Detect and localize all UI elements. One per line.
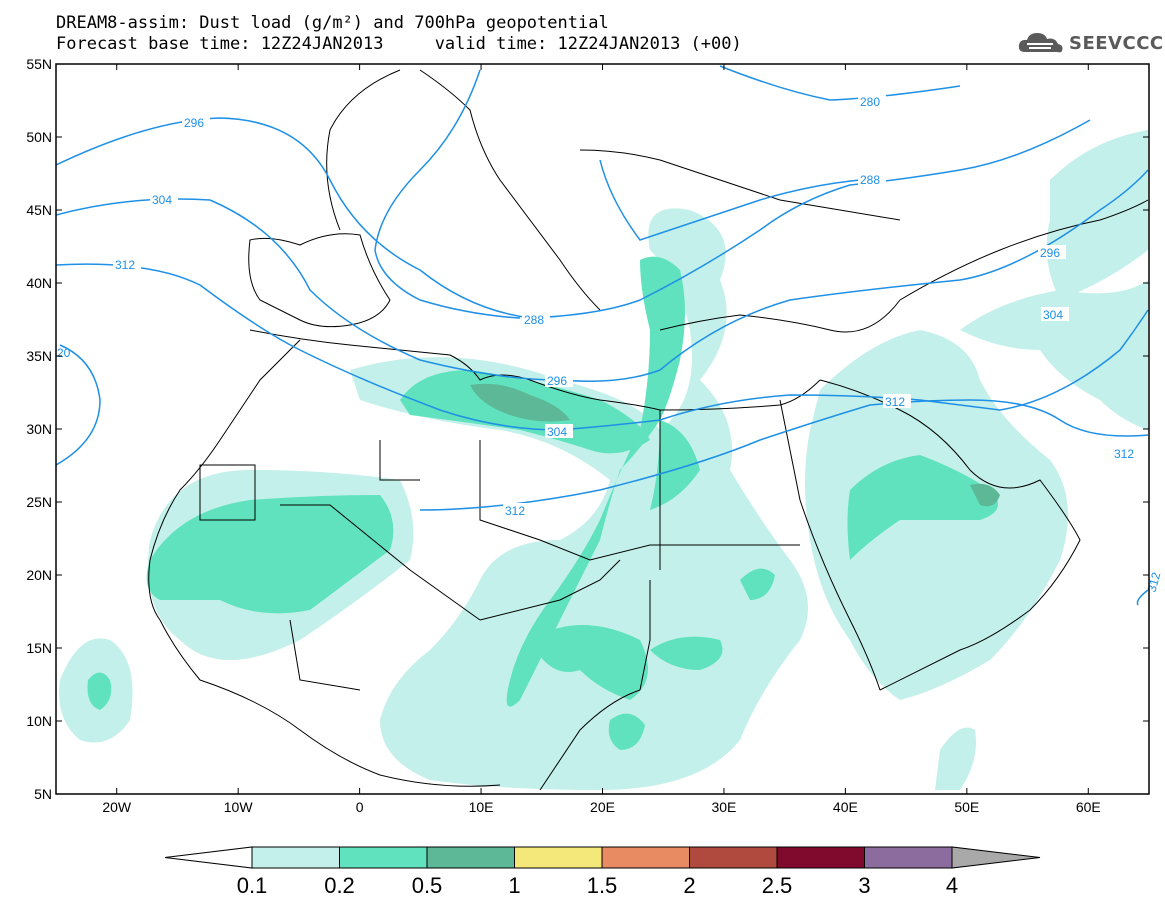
svg-text:296: 296 (184, 116, 204, 130)
lat-tick-label: 35N (26, 348, 52, 364)
svg-text:296: 296 (547, 374, 567, 388)
lon-tick-label: 50E (954, 799, 979, 815)
colorbar-tick-label: 2 (683, 873, 695, 898)
lat-tick-label: 55N (26, 56, 52, 72)
coastlines-and-borders (148, 69, 1149, 791)
lon-tick-label: 20E (590, 799, 615, 815)
colorbar-swatch (251, 846, 340, 869)
svg-text:304: 304 (152, 193, 172, 207)
colorbar-swatch (864, 846, 953, 869)
colorbar-swatch (514, 846, 603, 869)
dust-load-shading (59, 130, 1148, 790)
colorbar-tick-label: 4 (946, 873, 958, 898)
svg-text:312: 312 (1145, 570, 1164, 593)
lon-tick-label: 60E (1076, 799, 1101, 815)
latitude-axis: 55N 50N 45N 40N 35N 30N 25N 20N 15N 10N 5N (26, 56, 1149, 802)
logo-text: SEEVCCC (1069, 32, 1164, 54)
colorbar-under-arrow (164, 846, 253, 869)
colorbar-swatch (339, 846, 428, 869)
contour-label: 20 (57, 346, 71, 360)
contour-label: 304 (150, 192, 178, 207)
svg-text:288: 288 (524, 313, 544, 327)
map-title-line-2: Forecast base time: 12Z24JAN2013 valid t… (56, 34, 742, 54)
lat-tick-label: 50N (26, 129, 52, 145)
colorbar-tick-label: 0.2 (324, 873, 355, 898)
contour-label: 304 (1041, 307, 1069, 322)
lon-tick-label: 10E (469, 799, 494, 815)
colorbar-tick-label: 0.1 (237, 873, 268, 898)
colorbar-tick-label: 1 (508, 873, 520, 898)
lat-tick-label: 25N (26, 494, 52, 510)
lat-tick-label: 40N (26, 275, 52, 291)
lat-tick-label: 5N (34, 786, 52, 802)
lon-tick-label: 40E (833, 799, 858, 815)
svg-text:312: 312 (885, 395, 905, 409)
map-title-line-1: DREAM8-assim: Dust load (g/m²) and 700hP… (56, 13, 609, 33)
contour-label: 288 (858, 172, 886, 187)
contour-label: 312 (1145, 570, 1164, 593)
lat-tick-label: 45N (26, 202, 52, 218)
cloud-icon (1018, 33, 1063, 53)
contour-label: 288 (522, 312, 550, 327)
colorbar-tick-label: 3 (858, 873, 870, 898)
lon-tick-label: 0 (356, 799, 364, 815)
contour-label: 304 (545, 424, 573, 439)
lon-tick-label: 10W (224, 799, 254, 815)
contour-label: 296 (545, 373, 573, 388)
lon-tick-label: 30E (711, 799, 736, 815)
svg-text:280: 280 (860, 95, 880, 109)
lat-tick-label: 15N (26, 640, 52, 656)
colorbar-tick-label: 0.5 (412, 873, 443, 898)
contour-label: 280 (858, 94, 886, 109)
svg-text:312: 312 (115, 258, 135, 272)
svg-text:312: 312 (1114, 447, 1134, 461)
colorbar-over-arrow (951, 846, 1041, 869)
contour-label: 296 (182, 115, 210, 130)
svg-text:304: 304 (1043, 308, 1063, 322)
colorbar: 0.1 0.2 0.5 1 1.5 2 2.5 3 4 (164, 846, 1041, 898)
svg-text:20: 20 (57, 346, 71, 360)
colorbar-swatch (776, 846, 865, 869)
colorbar-tick-label: 1.5 (587, 873, 618, 898)
svg-text:312: 312 (505, 504, 525, 518)
lon-tick-label: 20W (102, 799, 132, 815)
geopotential-contours (56, 65, 1149, 606)
colorbar-swatch (689, 846, 778, 869)
seevccc-logo: SEEVCCC (1017, 30, 1164, 56)
svg-text:304: 304 (547, 425, 567, 439)
longitude-axis: 20W 10W 0 10E 20E 30E 40E 50E 60E (102, 64, 1101, 815)
colorbar-tick-label: 2.5 (762, 873, 793, 898)
contour-label: 312 (883, 394, 911, 409)
lat-tick-label: 30N (26, 421, 52, 437)
svg-text:296: 296 (1040, 246, 1060, 260)
svg-text:288: 288 (860, 173, 880, 187)
colorbar-swatch (426, 846, 515, 869)
lat-tick-label: 20N (26, 567, 52, 583)
contour-label: 296 (1038, 245, 1066, 260)
lat-tick-label: 10N (26, 713, 52, 729)
contour-label: 312 (113, 257, 141, 272)
contour-labels: 296 304 312 280 288 288 296 304 312 296 … (57, 94, 1163, 594)
colorbar-swatch (601, 846, 690, 869)
contour-label: 312 (503, 503, 531, 518)
contour-label: 312 (1112, 446, 1140, 461)
